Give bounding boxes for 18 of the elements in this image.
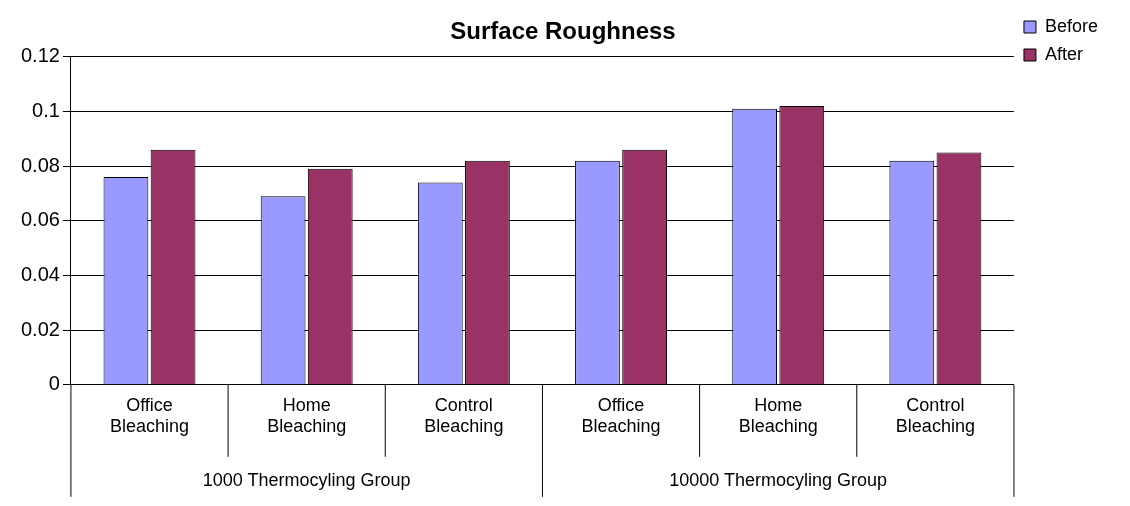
x-tick-label: Home Bleaching bbox=[738, 394, 818, 437]
y-tick-label: 0.04 bbox=[20, 262, 60, 285]
legend-label: After bbox=[1044, 43, 1083, 64]
x-tick-label: Control Bleaching bbox=[424, 394, 504, 437]
x-tick-label: Office Bleaching bbox=[581, 394, 661, 437]
y-tick-label: 0 bbox=[48, 372, 60, 395]
y-tick-label: 0.02 bbox=[20, 317, 60, 340]
y-tick-label: 0.1 bbox=[32, 98, 60, 121]
y-tick-label: 0.08 bbox=[20, 153, 60, 176]
y-tick-label: 0.12 bbox=[20, 44, 60, 67]
text: 1000 Thermocyling Group bbox=[202, 469, 411, 490]
x-tick-label: Control Bleaching bbox=[895, 394, 975, 437]
x-tick-label: Office Bleaching bbox=[109, 394, 190, 437]
text: 10000 Thermocyling Group bbox=[669, 469, 888, 490]
y-tick-label: 0.06 bbox=[20, 208, 60, 231]
legend-label: Before bbox=[1044, 15, 1099, 36]
chart-title: Surface Roughness bbox=[450, 17, 676, 45]
x-tick-label: Home Bleaching bbox=[267, 394, 347, 437]
